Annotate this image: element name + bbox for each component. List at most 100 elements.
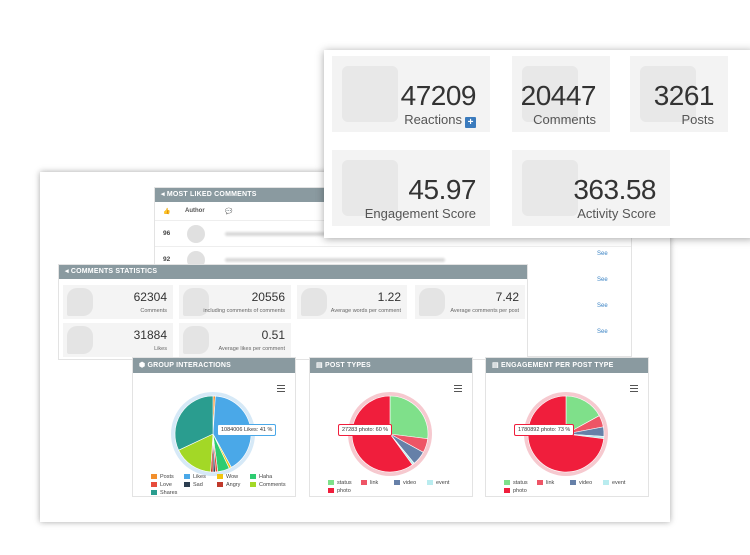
legend-item[interactable]: photo — [328, 488, 361, 494]
legend-label: event — [436, 480, 450, 486]
legend-item[interactable]: Likes — [184, 474, 217, 480]
kpi-reactions: 47209 Reactions + — [332, 56, 490, 132]
legend-item[interactable]: status — [504, 480, 537, 486]
legend-label: Sad — [193, 482, 203, 488]
stat-comments: 62304 Comments — [63, 285, 173, 319]
pie-slice-shares[interactable] — [174, 395, 214, 451]
legend-label: Wow — [226, 474, 239, 480]
legend-label: Likes — [193, 474, 206, 480]
see-link[interactable]: See — [597, 303, 608, 309]
document-icon — [640, 66, 696, 122]
comments-statistics-title: ◂ COMMENTS STATISTICS — [59, 265, 527, 279]
comment-bubble-icon — [419, 288, 445, 316]
chart-tooltip: 27283 photo: 60 % — [338, 424, 393, 436]
see-link[interactable]: See — [597, 277, 608, 283]
legend-swatch — [570, 480, 576, 485]
kpi-comments: 20447 Comments — [512, 56, 610, 132]
legend-label: event — [612, 480, 626, 486]
legend-item[interactable]: link — [537, 480, 570, 486]
avatar — [187, 225, 205, 243]
stat-comments-of-comments: 20556 including comments of comments — [179, 285, 291, 319]
chart-title: ENGAGEMENT PER POST TYPE — [500, 362, 614, 369]
stat-comments-per-post: 7.42 Average comments per post — [415, 285, 525, 319]
group-icon: ⬢ — [139, 362, 148, 369]
legend-swatch — [504, 480, 510, 485]
see-link[interactable]: See — [597, 329, 608, 335]
legend-swatch — [361, 480, 367, 485]
plus-icon[interactable]: + — [465, 117, 476, 128]
legend-item[interactable]: video — [570, 480, 603, 486]
comment-bubble-icon — [67, 288, 93, 316]
post-types-panel: ▤ POST TYPES 27283 photo: 60 % status link… — [309, 357, 473, 497]
legend-label: Posts — [160, 474, 174, 480]
chart-tooltip: 1780892 photo: 73 % — [514, 424, 575, 436]
legend-item[interactable]: photo — [504, 488, 537, 494]
legend-label: video — [403, 480, 417, 486]
legend-item[interactable]: video — [394, 480, 427, 486]
chart-title: POST TYPES — [324, 362, 371, 369]
stat-likes-per-comment: 0.51 Average likes per comment — [179, 323, 291, 357]
legend-item[interactable]: event — [603, 480, 636, 486]
legend-label: Angry — [226, 482, 241, 488]
legend-label: status — [513, 480, 528, 486]
fast-forward-icon — [522, 160, 578, 216]
legend-swatch — [250, 482, 256, 487]
group-interactions-panel: ⬢ GROUP INTERACTIONS 1084006 Likes: 41 %… — [132, 357, 296, 497]
comments-statistics-panel: ◂ COMMENTS STATISTICS 62304 Comments 205… — [58, 264, 528, 360]
legend-item[interactable]: link — [361, 480, 394, 486]
engagement-kpi-card: 47209 Reactions + 20447 Comments 3261 Pos… — [324, 50, 750, 238]
legend-swatch — [217, 474, 223, 479]
stat-likes: 31884 Likes — [63, 323, 173, 357]
see-link[interactable]: See — [597, 251, 608, 257]
legend-swatch — [184, 482, 190, 487]
legend-swatch — [184, 474, 190, 479]
megaphone-icon — [342, 66, 398, 122]
legend-swatch — [151, 482, 157, 487]
thumb-up-icon — [67, 326, 93, 354]
legend-swatch — [603, 480, 609, 485]
legend-item[interactable]: status — [328, 480, 361, 486]
legend-label: link — [370, 480, 379, 486]
chart-legend: status link video event photo — [328, 480, 468, 496]
menu-icon[interactable] — [454, 385, 462, 392]
legend-item[interactable]: Shares — [151, 490, 184, 496]
legend-item[interactable]: Angry — [217, 482, 250, 488]
kpi-engagement-score: 45.97 Engagement Score — [332, 150, 490, 226]
badge-icon — [342, 160, 398, 216]
blurred-comment — [225, 258, 445, 262]
legend-swatch — [537, 480, 543, 485]
comment-icon: 💬 — [225, 209, 233, 215]
comment-bubble-icon — [522, 66, 578, 122]
thumb-up-icon: 👍 — [163, 209, 171, 215]
legend-swatch — [328, 480, 334, 485]
comment-bubble-icon — [183, 288, 209, 316]
kpi-posts: 3261 Posts — [630, 56, 728, 132]
legend-label: photo — [337, 488, 351, 494]
menu-icon[interactable] — [630, 385, 638, 392]
legend-swatch — [394, 480, 400, 485]
kpi-activity-score: 363.58 Activity Score — [512, 150, 670, 226]
legend-item[interactable]: Sad — [184, 482, 217, 488]
legend-item[interactable]: Haha — [250, 474, 283, 480]
legend-swatch — [427, 480, 433, 485]
legend-swatch — [151, 474, 157, 479]
chart-legend: status link video event photo — [504, 480, 644, 496]
legend-item[interactable]: Wow — [217, 474, 250, 480]
pie-slice-status[interactable] — [389, 395, 429, 440]
legend-item[interactable]: Comments — [250, 482, 286, 488]
legend-item[interactable]: event — [427, 480, 460, 486]
legend-label: video — [579, 480, 593, 486]
comment-bubble-icon — [301, 288, 327, 316]
legend-item[interactable]: Posts — [151, 474, 184, 480]
legend-item[interactable]: Love — [151, 482, 184, 488]
legend-label: photo — [513, 488, 527, 494]
author-column: Author — [185, 208, 205, 214]
row-likes: 96 — [163, 230, 171, 237]
legend-swatch — [328, 488, 334, 493]
legend-swatch — [504, 488, 510, 493]
stat-words-per-comment: 1.22 Average words per comment — [297, 285, 407, 319]
menu-icon[interactable] — [277, 385, 285, 392]
chart-title: GROUP INTERACTIONS — [147, 362, 232, 369]
legend-label: Shares — [160, 490, 178, 496]
chart-tooltip: 1084006 Likes: 41 % — [217, 424, 277, 436]
